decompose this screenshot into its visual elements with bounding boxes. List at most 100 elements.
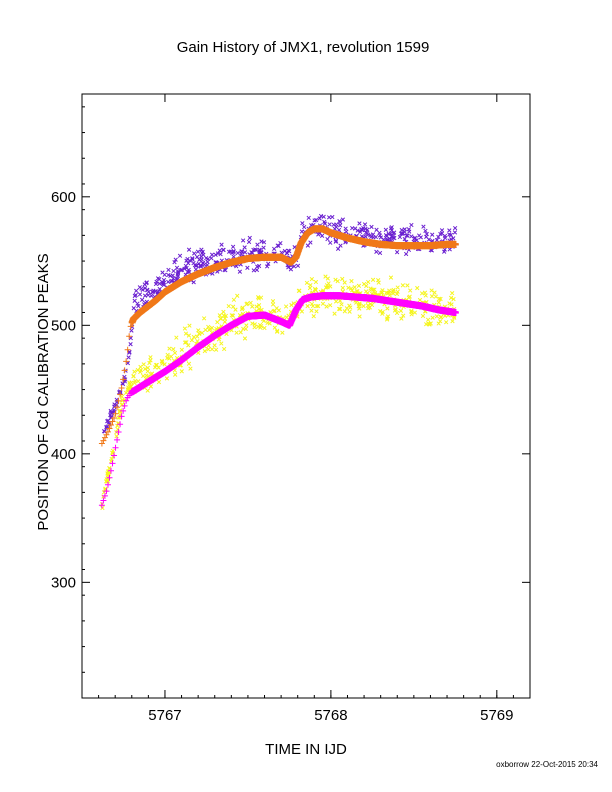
- scatter-point: [261, 245, 266, 250]
- scatter-point: [131, 374, 136, 379]
- scatter-point: [309, 276, 315, 282]
- scatter-point: [380, 311, 385, 316]
- scatter-point: [387, 290, 392, 295]
- scatter-point: [131, 306, 136, 311]
- scatter-point: [376, 280, 381, 285]
- fit-point: [120, 376, 127, 383]
- scatter-point: [405, 233, 410, 238]
- scatter-point: [362, 222, 368, 227]
- scatter-point: [150, 289, 155, 294]
- scatter-point: [419, 291, 425, 296]
- scatter-point: [172, 350, 178, 356]
- scatter-point: [452, 315, 457, 320]
- fit-point: [109, 418, 116, 425]
- scatter-point: [302, 224, 307, 230]
- scatter-point: [309, 308, 314, 313]
- scatter-point: [392, 230, 397, 235]
- scatter-point: [261, 318, 266, 324]
- scatter-point: [248, 300, 253, 306]
- x-tick-label: 5769: [480, 707, 513, 724]
- scatter-point: [135, 367, 140, 373]
- scatter-point: [409, 308, 414, 314]
- scatter-point: [348, 305, 353, 310]
- scatter-point: [447, 247, 452, 252]
- scatter-point: [205, 256, 211, 262]
- scatter-point: [295, 263, 301, 268]
- scatter-point: [168, 354, 174, 359]
- fit-point: [114, 436, 121, 443]
- scatter-point: [429, 288, 434, 293]
- scatter-point: [114, 434, 119, 439]
- scatter-point: [310, 303, 316, 309]
- scatter-point: [230, 313, 236, 318]
- fit-point: [112, 410, 119, 417]
- scatter-point: [128, 342, 133, 347]
- scatter-point: [256, 263, 262, 269]
- scatter-point: [430, 232, 435, 237]
- scatter-point: [384, 317, 390, 322]
- scatter-point: [417, 297, 423, 303]
- scatter-point: [358, 229, 363, 235]
- scatter-point: [372, 287, 377, 292]
- scatter-point: [257, 322, 263, 328]
- scatter-point: [154, 362, 159, 368]
- scatter-point: [186, 247, 192, 252]
- scatter-point: [127, 349, 132, 355]
- scatter-point: [308, 282, 313, 288]
- fit-point: [101, 434, 108, 441]
- scatter-point: [196, 328, 201, 333]
- scatter-point: [149, 293, 154, 298]
- scatter-point: [274, 329, 280, 334]
- scatter-point: [427, 321, 432, 327]
- scatter-point: [324, 283, 330, 288]
- scatter-point: [332, 311, 337, 316]
- y-tick-label: 600: [51, 189, 76, 206]
- scatter-point: [106, 418, 111, 423]
- y-axis-ticks: 300 400 500 600: [51, 106, 530, 699]
- scatter-point: [162, 272, 167, 277]
- scatter-point: [153, 281, 159, 287]
- scatter-point: [133, 292, 138, 298]
- scatter-point: [188, 366, 193, 371]
- scatter-point: [452, 225, 458, 231]
- scatter-point: [409, 234, 414, 239]
- scatter-point: [259, 307, 264, 313]
- scatter-point: [337, 298, 343, 303]
- fit-point: [103, 431, 110, 438]
- scatter-point: [203, 327, 208, 333]
- scatter-point: [398, 308, 404, 313]
- scatter-point: [402, 236, 407, 242]
- scatter-point: [145, 365, 151, 370]
- scatter-point: [361, 281, 367, 287]
- scatter-point: [299, 309, 305, 314]
- scatter-point: [300, 221, 305, 226]
- scatter-point: [399, 231, 405, 236]
- scatter-point: [173, 372, 178, 377]
- scatter-point: [229, 313, 234, 318]
- scatter-point: [333, 239, 338, 244]
- scatter-point: [179, 369, 184, 374]
- scatter-point: [316, 232, 321, 237]
- scatter-point: [367, 305, 372, 310]
- scatter-point: [283, 304, 289, 309]
- scatter-point: [195, 338, 200, 344]
- scatter-point: [327, 222, 332, 227]
- scatter-point: [270, 299, 276, 304]
- scatter-point: [152, 365, 158, 370]
- fit-point: [100, 497, 107, 504]
- series-layer: [98, 213, 459, 511]
- scatter-point: [173, 257, 178, 262]
- scatter-point: [126, 385, 131, 390]
- fit-point: [111, 452, 118, 459]
- scatter-point: [235, 293, 240, 298]
- scatter-point: [286, 265, 291, 270]
- scatter-point: [421, 224, 426, 229]
- fit-point: [117, 421, 124, 428]
- scatter-point: [369, 224, 374, 230]
- scatter-point: [215, 319, 220, 325]
- scatter-point: [270, 302, 276, 307]
- scatter-point: [371, 235, 376, 240]
- scatter-point: [314, 217, 319, 223]
- scatter-point: [309, 301, 315, 307]
